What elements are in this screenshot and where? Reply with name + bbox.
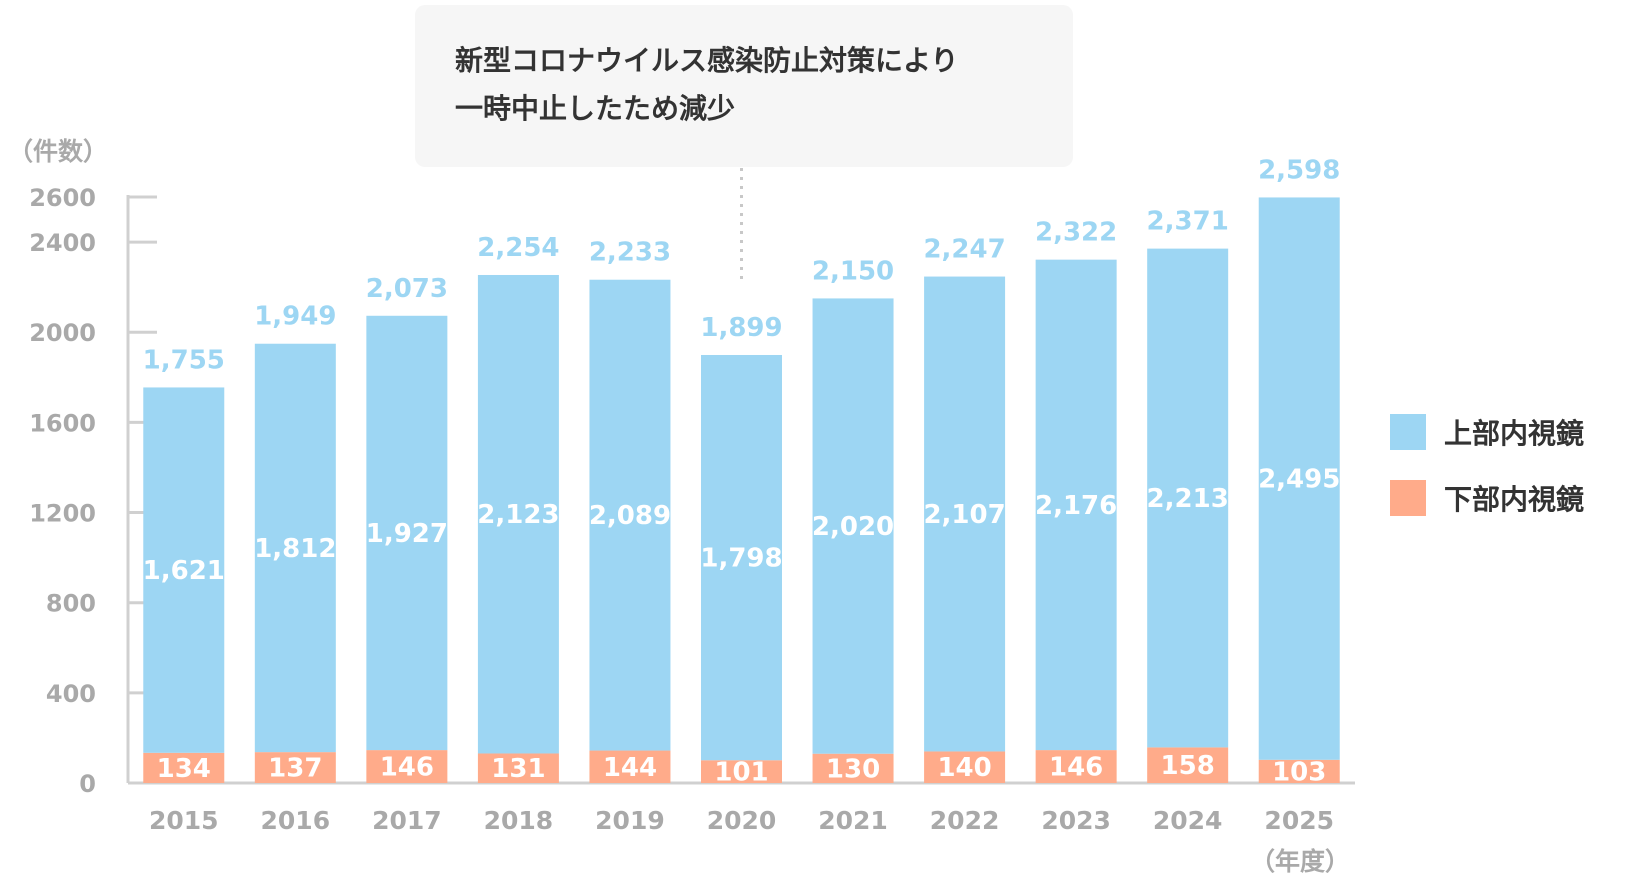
bar-upper (701, 354, 782, 761)
bar-upper (254, 343, 336, 753)
bar-upper (1035, 259, 1117, 751)
data-label-lower: 130 (826, 754, 880, 784)
x-tick-label: 2025 (1264, 806, 1334, 835)
bar-lower (1035, 750, 1117, 783)
data-label-upper: 2,176 (1035, 491, 1117, 521)
bar-upper (1258, 197, 1340, 760)
data-label-total: 2,598 (1258, 155, 1340, 185)
data-label-upper: 2,107 (923, 500, 1005, 530)
data-label-lower: 146 (380, 753, 434, 783)
y-tick-label: 1200 (29, 500, 96, 528)
data-label-lower: 146 (1049, 753, 1103, 783)
data-label-lower: 158 (1161, 751, 1215, 781)
data-label-total: 2,371 (1147, 207, 1229, 237)
bar-lower (1147, 747, 1229, 783)
data-label-total: 1,755 (143, 345, 225, 375)
annotation-line-1: 新型コロナウイルス感染防止対策により (455, 44, 959, 77)
data-label-upper: 2,495 (1258, 465, 1340, 495)
data-label-upper: 2,213 (1147, 484, 1229, 514)
data-label-lower: 131 (491, 754, 545, 784)
bar-lower (589, 750, 671, 783)
bar-upper (1147, 248, 1229, 748)
bar-upper (812, 298, 894, 754)
data-label-upper: 1,812 (254, 534, 336, 564)
legend-label-upper: 上部内視鏡 (1444, 417, 1585, 450)
data-label-total: 1,899 (700, 313, 782, 343)
data-label-upper: 2,089 (589, 501, 671, 531)
x-tick-label: 2023 (1041, 806, 1111, 835)
x-tick-label: 2015 (149, 806, 219, 835)
y-axis-unit-label: （件数） (8, 137, 109, 166)
y-tick-label: 800 (46, 590, 96, 618)
data-label-upper: 2,020 (812, 512, 894, 542)
bar-lower (366, 750, 448, 783)
data-label-lower: 134 (157, 754, 211, 784)
x-axis: 2015 2016 2017 2018 2019 2020 2021 2022 2023 2024… (128, 781, 1355, 835)
bar-lower (812, 753, 894, 783)
bar-upper (143, 387, 225, 753)
data-labels: 134 1,621 1,755 137 1,812 1,949 146 1,927 2,073 1… (143, 155, 1341, 787)
bar-upper (589, 279, 671, 751)
y-tick-label: 2000 (29, 319, 96, 347)
legend: 上部内視鏡 下部内視鏡 (1390, 412, 1584, 544)
x-tick-label: 2020 (707, 806, 777, 835)
data-label-upper: 2,123 (477, 500, 559, 530)
y-tick-label: 0 (79, 770, 96, 798)
x-tick-label: 2021 (818, 806, 888, 835)
x-axis-unit-label: （年度） (1250, 847, 1351, 876)
bar-upper (477, 274, 559, 754)
data-label-total: 2,322 (1035, 218, 1117, 248)
data-label-total: 1,949 (254, 302, 336, 332)
legend-item-upper: 上部内視鏡 (1390, 412, 1584, 452)
x-tick-label: 2022 (930, 806, 1000, 835)
bar-lower (254, 752, 336, 783)
bar-lower (701, 760, 782, 783)
y-tick-label: 1600 (29, 409, 96, 437)
x-tick-label: 2024 (1153, 806, 1223, 835)
x-tick-label: 2016 (261, 806, 331, 835)
annotation-line-2: 一時中止したため減少 (455, 92, 736, 125)
data-label-lower: 140 (937, 753, 991, 783)
bar-upper (924, 276, 1006, 752)
bar-lower (143, 752, 225, 783)
legend-item-lower: 下部内視鏡 (1390, 478, 1584, 518)
bar-lower (1258, 759, 1340, 783)
x-tick-label: 2019 (595, 806, 665, 835)
x-tick-label: 2017 (372, 806, 442, 835)
data-label-lower: 137 (268, 754, 322, 784)
bar-upper (366, 315, 448, 751)
bar-lower (477, 753, 559, 783)
data-label-lower: 103 (1272, 757, 1326, 787)
data-label-total: 2,247 (923, 235, 1005, 265)
y-tick-label: 2400 (29, 229, 96, 257)
data-label-lower: 101 (714, 758, 768, 788)
x-tick-label: 2018 (484, 806, 554, 835)
data-label-total: 2,233 (589, 238, 671, 268)
y-tick-label: 400 (46, 680, 96, 708)
data-label-upper: 1,927 (366, 519, 448, 549)
bars (143, 197, 1340, 783)
data-label-lower: 144 (603, 753, 657, 783)
data-label-total: 2,073 (366, 274, 448, 304)
data-label-upper: 1,621 (143, 556, 225, 586)
bar-lower (924, 751, 1006, 783)
annotation-callout: 新型コロナウイルス感染防止対策により 一時中止したため減少 (415, 5, 1073, 167)
legend-label-lower: 下部内視鏡 (1444, 483, 1585, 516)
legend-swatch-lower (1390, 480, 1426, 516)
data-label-total: 2,254 (477, 233, 559, 263)
data-label-upper: 1,798 (700, 544, 782, 574)
y-tick-label: 2600 (29, 184, 96, 212)
y-axis: 0 400 800 1200 1600 2000 2400 2600 (29, 184, 157, 798)
legend-swatch-upper (1390, 414, 1426, 450)
data-label-total: 2,150 (812, 256, 894, 286)
